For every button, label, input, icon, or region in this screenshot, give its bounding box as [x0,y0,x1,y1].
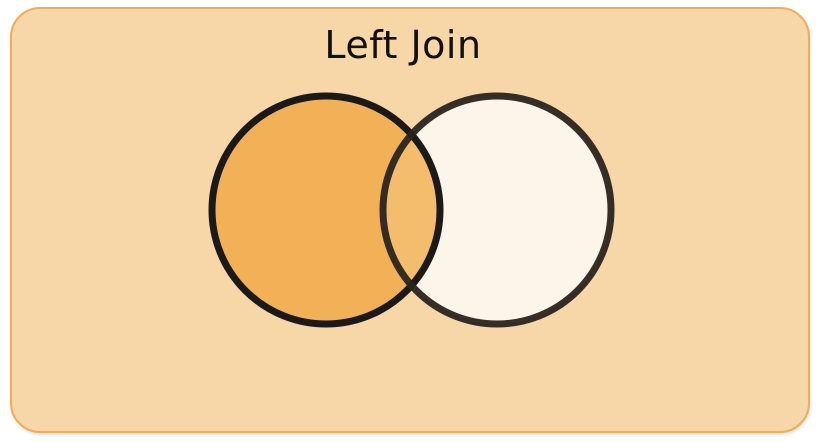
left-set-fill [212,96,440,324]
diagram-title: Left Join [324,23,482,67]
right-set-fill [383,96,611,324]
left-set-outline [208,92,444,328]
right-set-outline [379,92,615,328]
